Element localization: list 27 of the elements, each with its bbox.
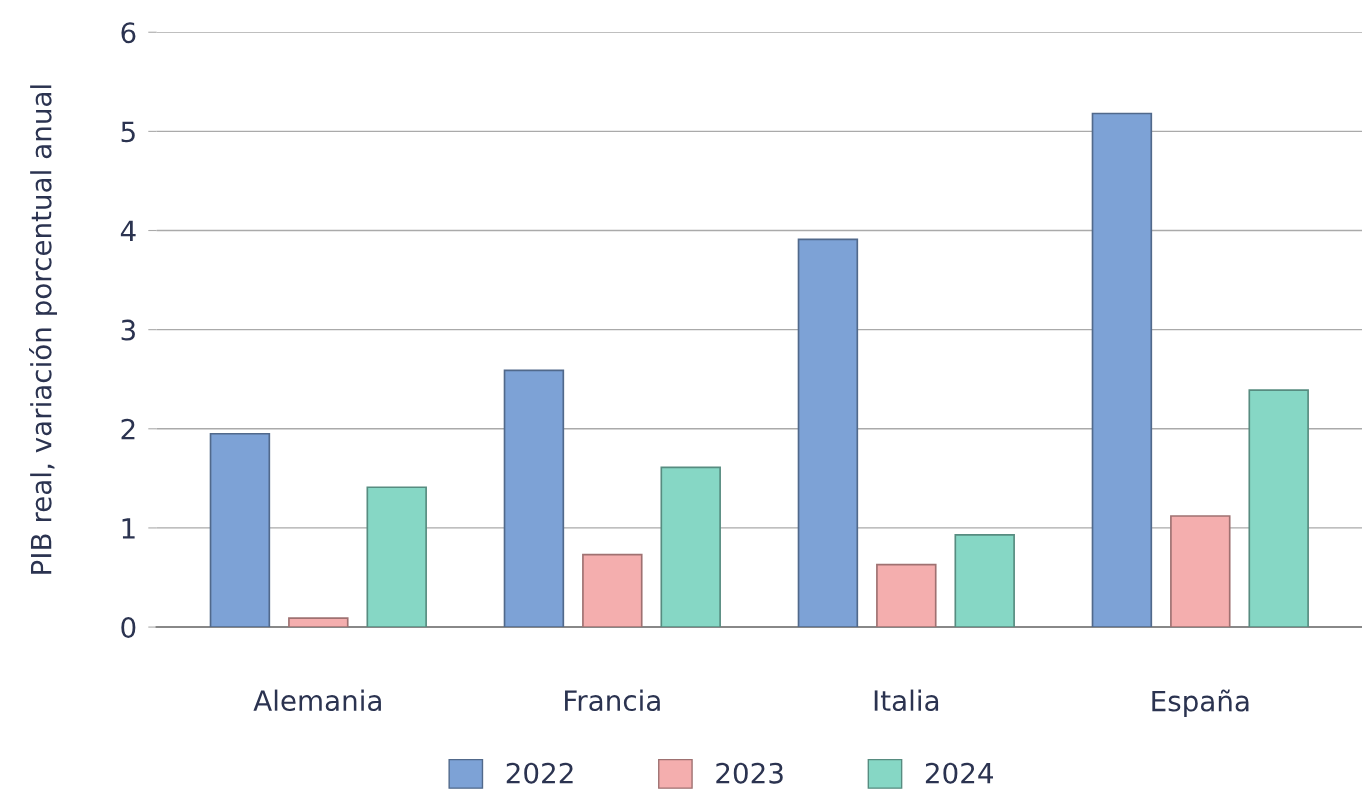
y-tick-label: 5 — [121, 121, 135, 143]
y-tick-label: 0 — [121, 617, 136, 639]
y-tick-label: 2 — [121, 418, 135, 440]
bar — [582, 553, 643, 628]
x-tick-label: Alemania — [253, 689, 381, 712]
bar — [366, 486, 427, 628]
x-tick-label: Italia — [874, 689, 939, 712]
bar — [1091, 112, 1153, 628]
bar — [954, 534, 1015, 628]
x-tick-label: Francia — [565, 689, 660, 712]
bar — [660, 466, 721, 628]
legend-label: 2023 — [716, 762, 783, 784]
legend-label: 2022 — [506, 762, 573, 784]
legend-label: 2024 — [925, 762, 994, 784]
y-axis-title: PIB real, variación porcentual anual — [29, 85, 58, 574]
bar — [209, 432, 271, 628]
x-tick-label: España — [1152, 689, 1249, 717]
bar — [503, 369, 565, 628]
bar — [1248, 389, 1309, 628]
y-tick-label: 3 — [121, 319, 135, 341]
bar — [876, 563, 937, 628]
y-tick-label: 1 — [122, 518, 135, 539]
bar — [797, 238, 859, 628]
bar — [1170, 515, 1231, 628]
y-tick-label: 6 — [121, 22, 136, 44]
bar — [288, 617, 349, 628]
y-tick-label: 4 — [120, 220, 136, 242]
